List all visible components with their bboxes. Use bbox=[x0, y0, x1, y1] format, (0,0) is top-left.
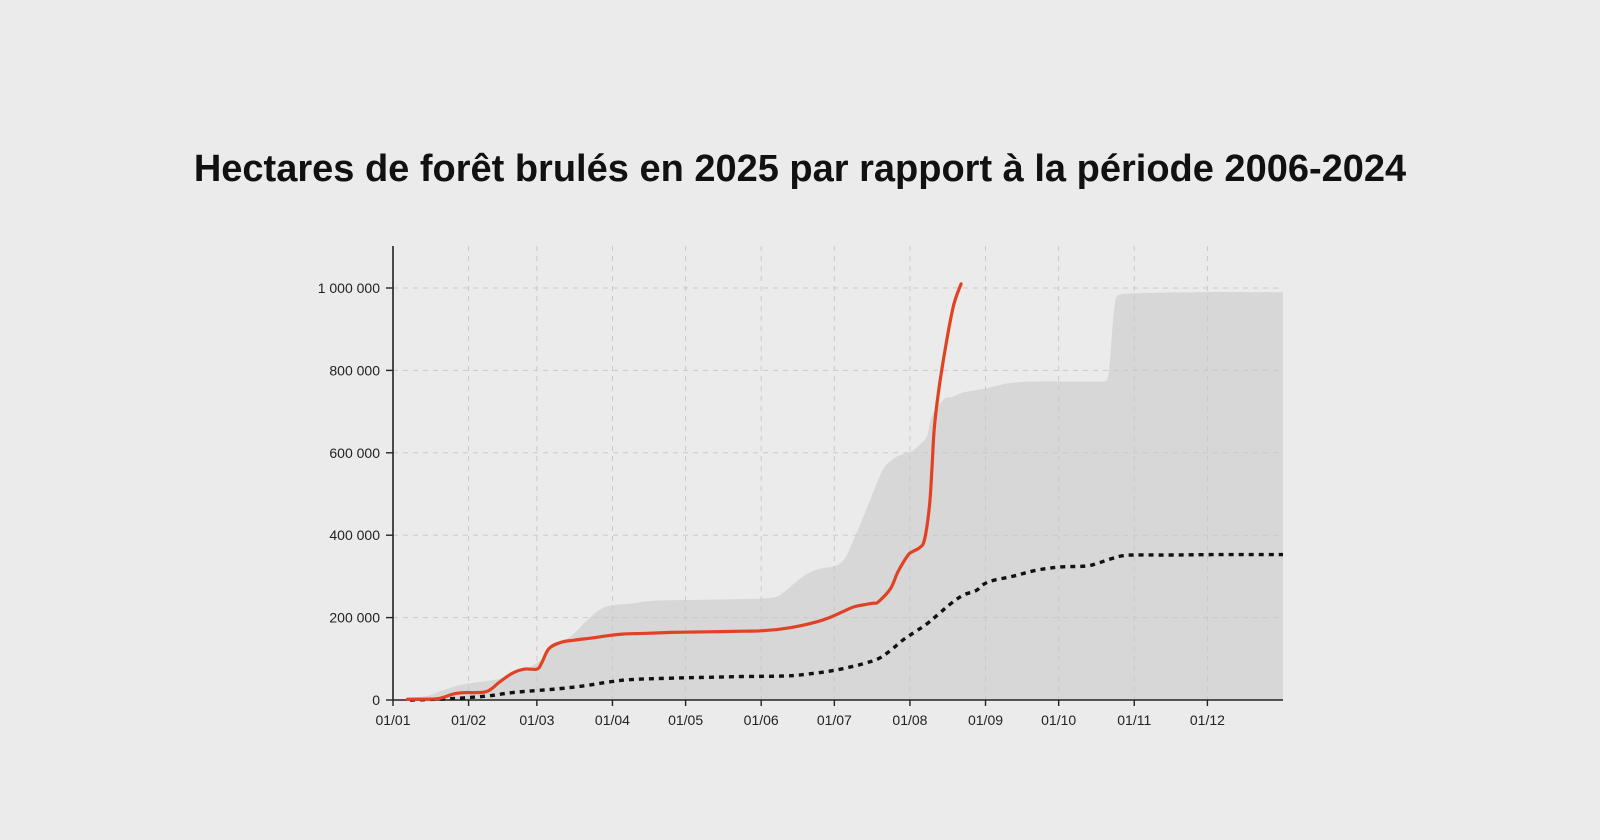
x-tick-label: 01/12 bbox=[1190, 712, 1225, 728]
y-tick-label: 200 000 bbox=[329, 610, 380, 626]
x-tick-label: 01/10 bbox=[1041, 712, 1076, 728]
x-tick-label: 01/01 bbox=[375, 712, 410, 728]
y-tick-label: 600 000 bbox=[329, 445, 380, 461]
range-area bbox=[407, 292, 1284, 700]
x-tick-label: 01/05 bbox=[668, 712, 703, 728]
x-tick-label: 01/08 bbox=[892, 712, 927, 728]
x-tick-label: 01/04 bbox=[595, 712, 630, 728]
x-tick-label: 01/11 bbox=[1117, 712, 1151, 728]
x-tick-label: 01/06 bbox=[744, 712, 779, 728]
average-line bbox=[410, 552, 1284, 702]
y-tick-label: 800 000 bbox=[329, 362, 380, 378]
chart-title: Hectares de forêt brulés en 2025 par rap… bbox=[193, 148, 1407, 190]
x-tick-label: 01/09 bbox=[968, 712, 1003, 728]
x-tick-label: 01/07 bbox=[817, 712, 852, 728]
year-2025-line bbox=[406, 282, 963, 701]
x-tick-label: 01/02 bbox=[451, 712, 486, 728]
y-tick-label: 0 bbox=[372, 692, 380, 708]
y-tick-label: 1 000 000 bbox=[318, 280, 380, 296]
y-tick-label: 400 000 bbox=[329, 527, 380, 543]
x-tick-label: 01/03 bbox=[519, 712, 554, 728]
